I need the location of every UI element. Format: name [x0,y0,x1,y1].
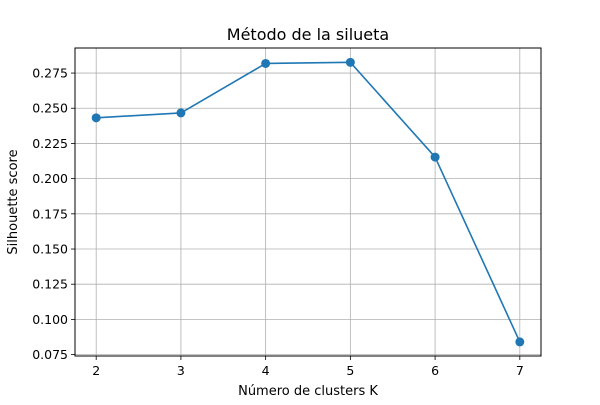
y-tick-label: 0.275 [32,66,68,81]
y-tick-label: 0.175 [32,206,68,221]
data-point [515,337,525,347]
series-layer [91,57,525,347]
x-axis-label: Número de clusters K [238,384,378,399]
x-tick-label: 7 [516,363,524,378]
y-tick-label: 0.250 [32,101,68,116]
chart-title: Método de la silueta [227,25,389,44]
series-line [96,61,521,343]
y-axis-label: Silhouette score [6,149,21,254]
plot-frame [74,47,542,357]
grid-lines [75,48,541,356]
x-tick-label: 3 [177,363,185,378]
data-point [261,58,271,68]
axis-ticks: 2 3 4 5 6 7 0.075 0.100 0.125 0.150 0.175 0.200 0.22… [32,66,524,378]
data-point [345,57,355,67]
x-tick-label: 6 [431,363,439,378]
x-tick-label: 4 [262,363,270,378]
data-point [91,113,101,123]
data-point [176,108,186,118]
y-tick-label: 0.150 [32,242,68,257]
x-tick-label: 2 [92,363,100,378]
y-tick-label: 0.125 [32,277,68,292]
y-tick-label: 0.075 [32,347,68,362]
x-tick-label: 5 [346,363,354,378]
y-tick-label: 0.200 [32,171,68,186]
y-tick-label: 0.100 [32,312,68,327]
y-tick-label: 0.225 [32,136,68,151]
data-point [430,152,440,162]
